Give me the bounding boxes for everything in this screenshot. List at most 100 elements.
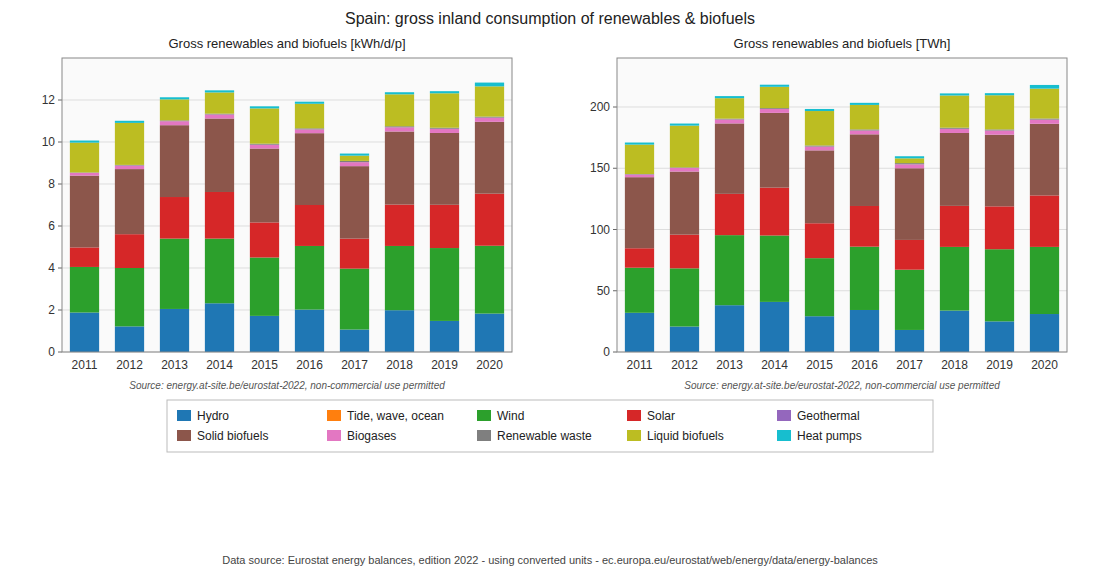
bar-segment <box>670 268 699 326</box>
bar-segment <box>70 143 99 173</box>
bar-segment <box>385 246 414 310</box>
chart-panel: Gross renewables and biofuels [kWh/d/p] 0… <box>42 36 512 391</box>
source-note: Source: energy.at-site.be/eurostat-2022,… <box>129 380 445 391</box>
bar-segment <box>940 129 969 133</box>
legend-label: Heat pumps <box>797 429 862 443</box>
tick-mark <box>58 310 62 311</box>
category-label: 2018 <box>386 358 413 372</box>
legend-swatch <box>327 430 341 441</box>
bar-segment <box>115 123 144 165</box>
bar-segment <box>115 326 144 352</box>
bar-segment <box>430 93 459 127</box>
tick-label: 6 <box>48 219 55 233</box>
legend-swatch <box>477 430 491 441</box>
bar-segment <box>205 90 234 92</box>
bar-segment <box>70 141 99 143</box>
bar-segment <box>385 92 414 94</box>
legend-label: Solar <box>647 409 675 423</box>
bar-segment <box>985 249 1014 321</box>
category-label: 2020 <box>476 358 503 372</box>
bar-segment <box>895 156 924 158</box>
bar-segment <box>625 248 654 267</box>
bar-segment <box>985 129 1014 130</box>
bar-segment <box>475 86 504 116</box>
tick-label: 50 <box>597 284 611 298</box>
bar-segment <box>160 197 189 239</box>
bar-segment <box>625 177 654 248</box>
bar-segment <box>805 223 834 258</box>
bar-segment <box>985 131 1014 135</box>
bar-segment <box>715 123 744 193</box>
legend-box <box>167 400 933 452</box>
category-label: 2013 <box>161 358 188 372</box>
bar-segment <box>115 166 144 170</box>
legend-swatch <box>627 430 641 441</box>
bar-segment <box>670 327 699 352</box>
bar-segment <box>430 91 459 93</box>
bar-segment <box>940 95 969 127</box>
bar-segment <box>805 150 834 223</box>
category-label: 2011 <box>72 358 98 372</box>
tick-mark <box>58 268 62 269</box>
legend-label: Hydro <box>197 409 229 423</box>
bar-segment <box>625 143 654 145</box>
bar-segment <box>760 302 789 352</box>
legend-swatch <box>477 410 491 421</box>
bar-segment <box>670 124 699 126</box>
bar-segment <box>475 118 504 122</box>
bar-segment <box>385 126 414 127</box>
category-label: 2012 <box>116 358 143 372</box>
bar-segment <box>475 246 504 314</box>
bar-segment <box>715 194 744 235</box>
chart-root: Spain: gross inland consumption of renew… <box>0 0 1100 572</box>
category-label: 2016 <box>851 358 878 372</box>
bar-segment <box>805 145 834 146</box>
bar-segment <box>760 188 789 236</box>
bar-segment <box>295 310 324 352</box>
bar-segment <box>1030 89 1059 119</box>
bar-segment <box>160 125 189 197</box>
bar-segment <box>895 240 924 270</box>
tick-mark <box>613 290 617 291</box>
bar-segment <box>715 235 744 305</box>
bar-segment <box>430 205 459 248</box>
tick-mark <box>58 100 62 101</box>
tick-label: 100 <box>590 223 610 237</box>
bar-segment <box>250 149 279 223</box>
bar-segment <box>340 161 369 162</box>
category-label: 2019 <box>431 358 458 372</box>
bar-segment <box>430 248 459 321</box>
bar-segment <box>205 303 234 352</box>
bar-segment <box>760 236 789 302</box>
tick-label: 0 <box>48 345 55 359</box>
bar-segment <box>715 305 744 352</box>
bar-segment <box>160 239 189 309</box>
chart-title: Gross renewables and biofuels [kWh/d/p] <box>168 36 405 51</box>
tick-label: 0 <box>603 345 610 359</box>
legend-label: Renewable waste <box>497 429 592 443</box>
legend-label: Wind <box>497 409 524 423</box>
bar-segment <box>295 102 324 104</box>
plot-background <box>62 58 512 352</box>
bar-segment <box>625 313 654 352</box>
source-note: Source: energy.at-site.be/eurostat-2022,… <box>684 380 1000 391</box>
bar-segment <box>70 313 99 352</box>
bar-segment <box>940 133 969 206</box>
bar-segment <box>715 98 744 118</box>
legend-label: Tide, wave, ocean <box>347 409 444 423</box>
bar-segment <box>340 156 369 161</box>
bar-segment <box>385 132 414 205</box>
bar-segment <box>760 113 789 188</box>
tick-mark <box>58 142 62 143</box>
bar-segment <box>760 85 789 87</box>
legend-swatch <box>177 430 191 441</box>
bar-segment <box>250 222 279 257</box>
bar-segment <box>985 93 1014 95</box>
tick-label: 10 <box>42 135 56 149</box>
legend-swatch <box>777 430 791 441</box>
bar-segment <box>625 268 654 313</box>
tick-mark <box>58 184 62 185</box>
tick-label: 150 <box>590 161 610 175</box>
bar-segment <box>205 92 234 113</box>
bar-segment <box>985 321 1014 352</box>
